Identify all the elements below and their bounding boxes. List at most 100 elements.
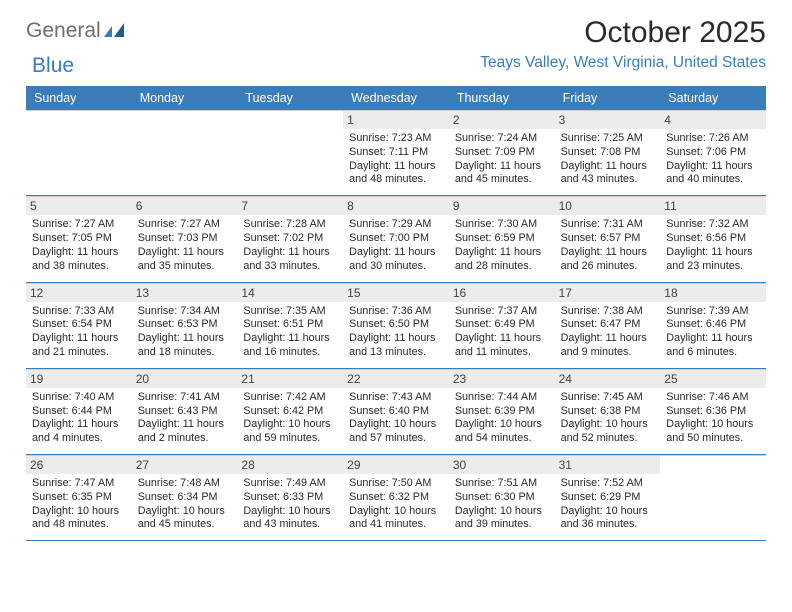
calendar-cell: 30Sunrise: 7:51 AMSunset: 6:30 PMDayligh… [449, 455, 555, 540]
calendar-week: 26Sunrise: 7:47 AMSunset: 6:35 PMDayligh… [26, 455, 766, 541]
sunrise-text: Sunrise: 7:47 AM [32, 477, 126, 491]
calendar-cell: 13Sunrise: 7:34 AMSunset: 6:53 PMDayligh… [132, 283, 238, 368]
daylight-text: and 48 minutes. [32, 518, 126, 532]
day-number: 20 [132, 370, 238, 388]
sunrise-text: Sunrise: 7:37 AM [455, 305, 549, 319]
daylight-text: and 33 minutes. [243, 260, 337, 274]
daylight-text: and 45 minutes. [138, 518, 232, 532]
day-number: 14 [237, 284, 343, 302]
calendar-cell-empty [237, 110, 343, 195]
sunrise-text: Sunrise: 7:32 AM [666, 218, 760, 232]
day-number: 24 [555, 370, 661, 388]
sunrise-text: Sunrise: 7:31 AM [561, 218, 655, 232]
day-number: 15 [343, 284, 449, 302]
day-number: 18 [660, 284, 766, 302]
daylight-text: and 50 minutes. [666, 432, 760, 446]
calendar-cell: 3Sunrise: 7:25 AMSunset: 7:08 PMDaylight… [555, 110, 661, 195]
sunset-text: Sunset: 7:02 PM [243, 232, 337, 246]
daylight-text: and 57 minutes. [349, 432, 443, 446]
calendar-cell-empty [132, 110, 238, 195]
brand-text-1: General [26, 19, 101, 43]
sunrise-text: Sunrise: 7:49 AM [243, 477, 337, 491]
sunrise-text: Sunrise: 7:23 AM [349, 132, 443, 146]
daylight-text: Daylight: 11 hours [138, 246, 232, 260]
daylight-text: and 13 minutes. [349, 346, 443, 360]
calendar-cell: 26Sunrise: 7:47 AMSunset: 6:35 PMDayligh… [26, 455, 132, 540]
sunset-text: Sunset: 6:59 PM [455, 232, 549, 246]
day-number: 4 [660, 111, 766, 129]
day-number: 12 [26, 284, 132, 302]
sunrise-text: Sunrise: 7:25 AM [561, 132, 655, 146]
day-number: 26 [26, 456, 132, 474]
daylight-text: and 36 minutes. [561, 518, 655, 532]
sunrise-text: Sunrise: 7:46 AM [666, 391, 760, 405]
day-number: 25 [660, 370, 766, 388]
day-number: 5 [26, 197, 132, 215]
sunrise-text: Sunrise: 7:51 AM [455, 477, 549, 491]
daylight-text: Daylight: 10 hours [455, 505, 549, 519]
daylight-text: and 2 minutes. [138, 432, 232, 446]
calendar-page: General October 2025 Teays Valley, West … [0, 0, 792, 612]
calendar-cell: 2Sunrise: 7:24 AMSunset: 7:09 PMDaylight… [449, 110, 555, 195]
sunrise-text: Sunrise: 7:43 AM [349, 391, 443, 405]
calendar-cell-empty [26, 110, 132, 195]
calendar-cell: 23Sunrise: 7:44 AMSunset: 6:39 PMDayligh… [449, 369, 555, 454]
day-number: 29 [343, 456, 449, 474]
calendar-week: 1Sunrise: 7:23 AMSunset: 7:11 PMDaylight… [26, 110, 766, 196]
sunset-text: Sunset: 6:54 PM [32, 318, 126, 332]
title-block: October 2025 Teays Valley, West Virginia… [480, 18, 766, 72]
sunset-text: Sunset: 6:33 PM [243, 491, 337, 505]
sunset-text: Sunset: 7:11 PM [349, 146, 443, 160]
calendar-cell: 22Sunrise: 7:43 AMSunset: 6:40 PMDayligh… [343, 369, 449, 454]
daylight-text: Daylight: 10 hours [455, 418, 549, 432]
day-number: 31 [555, 456, 661, 474]
daylight-text: and 38 minutes. [32, 260, 126, 274]
daylight-text: Daylight: 11 hours [138, 418, 232, 432]
sunrise-text: Sunrise: 7:26 AM [666, 132, 760, 146]
daylight-text: and 18 minutes. [138, 346, 232, 360]
logo-sails-icon [104, 22, 126, 43]
daylight-text: Daylight: 11 hours [138, 332, 232, 346]
calendar-cell: 20Sunrise: 7:41 AMSunset: 6:43 PMDayligh… [132, 369, 238, 454]
calendar-cell: 19Sunrise: 7:40 AMSunset: 6:44 PMDayligh… [26, 369, 132, 454]
sunrise-text: Sunrise: 7:42 AM [243, 391, 337, 405]
daylight-text: and 23 minutes. [666, 260, 760, 274]
sunrise-text: Sunrise: 7:41 AM [138, 391, 232, 405]
sunset-text: Sunset: 7:00 PM [349, 232, 443, 246]
day-number: 28 [237, 456, 343, 474]
daylight-text: and 59 minutes. [243, 432, 337, 446]
sunrise-text: Sunrise: 7:48 AM [138, 477, 232, 491]
sunset-text: Sunset: 7:03 PM [138, 232, 232, 246]
sunrise-text: Sunrise: 7:34 AM [138, 305, 232, 319]
sunrise-text: Sunrise: 7:52 AM [561, 477, 655, 491]
daylight-text: and 43 minutes. [561, 173, 655, 187]
calendar-cell: 1Sunrise: 7:23 AMSunset: 7:11 PMDaylight… [343, 110, 449, 195]
calendar-cell: 7Sunrise: 7:28 AMSunset: 7:02 PMDaylight… [237, 196, 343, 281]
calendar-cell: 27Sunrise: 7:48 AMSunset: 6:34 PMDayligh… [132, 455, 238, 540]
day-number: 8 [343, 197, 449, 215]
daylight-text: Daylight: 10 hours [349, 418, 443, 432]
daylight-text: Daylight: 11 hours [243, 246, 337, 260]
sunrise-text: Sunrise: 7:27 AM [32, 218, 126, 232]
calendar-cell: 31Sunrise: 7:52 AMSunset: 6:29 PMDayligh… [555, 455, 661, 540]
sunset-text: Sunset: 6:47 PM [561, 318, 655, 332]
daylight-text: Daylight: 11 hours [32, 332, 126, 346]
daylight-text: and 30 minutes. [349, 260, 443, 274]
daylight-text: and 28 minutes. [455, 260, 549, 274]
calendar-cell: 29Sunrise: 7:50 AMSunset: 6:32 PMDayligh… [343, 455, 449, 540]
daylight-text: and 4 minutes. [32, 432, 126, 446]
sunset-text: Sunset: 6:46 PM [666, 318, 760, 332]
daylight-text: Daylight: 11 hours [32, 418, 126, 432]
day-number: 6 [132, 197, 238, 215]
weekday-header: Monday [132, 86, 238, 110]
calendar-cell: 11Sunrise: 7:32 AMSunset: 6:56 PMDayligh… [660, 196, 766, 281]
day-number: 27 [132, 456, 238, 474]
location-subtitle: Teays Valley, West Virginia, United Stat… [480, 54, 766, 72]
weekday-header-row: Sunday Monday Tuesday Wednesday Thursday… [26, 86, 766, 110]
day-number: 23 [449, 370, 555, 388]
sunrise-text: Sunrise: 7:38 AM [561, 305, 655, 319]
calendar-cell: 15Sunrise: 7:36 AMSunset: 6:50 PMDayligh… [343, 283, 449, 368]
daylight-text: Daylight: 10 hours [666, 418, 760, 432]
daylight-text: Daylight: 10 hours [32, 505, 126, 519]
daylight-text: and 35 minutes. [138, 260, 232, 274]
